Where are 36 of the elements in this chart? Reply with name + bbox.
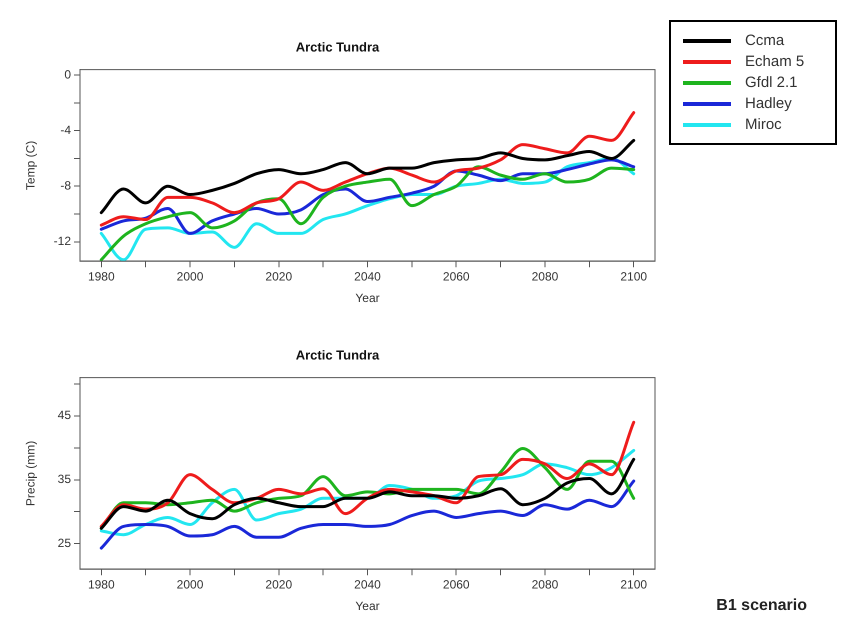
legend-label: Gfdl 2.1 <box>745 74 798 91</box>
legend-label: Ccma <box>745 32 784 49</box>
y-tick-label: 25 <box>58 536 72 550</box>
x-tick-label: 2080 <box>532 270 559 284</box>
y-tick-label: 35 <box>58 472 72 486</box>
line-series <box>100 111 636 227</box>
x-axis-title: Year <box>355 291 380 306</box>
y-axis-title: Temp (C) <box>24 140 38 190</box>
x-tick-label: 2000 <box>176 578 204 592</box>
x-tick-label: 2060 <box>442 578 470 592</box>
x-tick-label: 2080 <box>532 578 559 592</box>
x-tick-label: 2000 <box>176 270 204 284</box>
text: B1 scenario <box>716 597 807 615</box>
chart-title: Arctic Tundra <box>296 39 380 54</box>
legend-label: Echam 5 <box>745 53 804 70</box>
legend-label: Miroc <box>745 116 782 133</box>
x-tick-label: 2100 <box>620 270 648 284</box>
x-tick-label: 2100 <box>620 578 648 592</box>
x-tick-label: 2040 <box>354 578 382 592</box>
y-tick-label: 0 <box>64 67 72 82</box>
x-tick-label: 2040 <box>354 270 382 284</box>
x-tick-label: 1980 <box>88 578 115 592</box>
y-tick-label: -12 <box>54 234 72 248</box>
y-tick-label: 45 <box>58 408 72 422</box>
chart-title: Arctic Tundra <box>296 347 380 362</box>
line-series <box>100 480 636 550</box>
x-tick-label: 2020 <box>265 578 292 592</box>
x-tick-label: 2060 <box>442 270 470 284</box>
legend-label: Hadley <box>745 95 792 112</box>
x-tick-label: 2020 <box>265 270 292 284</box>
line-series <box>100 138 636 214</box>
y-tick-label: -8 <box>60 178 72 193</box>
y-tick-label: -4 <box>60 123 72 137</box>
x-axis-title: Year <box>355 599 380 614</box>
x-tick-label: 1980 <box>88 270 115 284</box>
y-axis-title: Precip (mm) <box>24 440 38 506</box>
